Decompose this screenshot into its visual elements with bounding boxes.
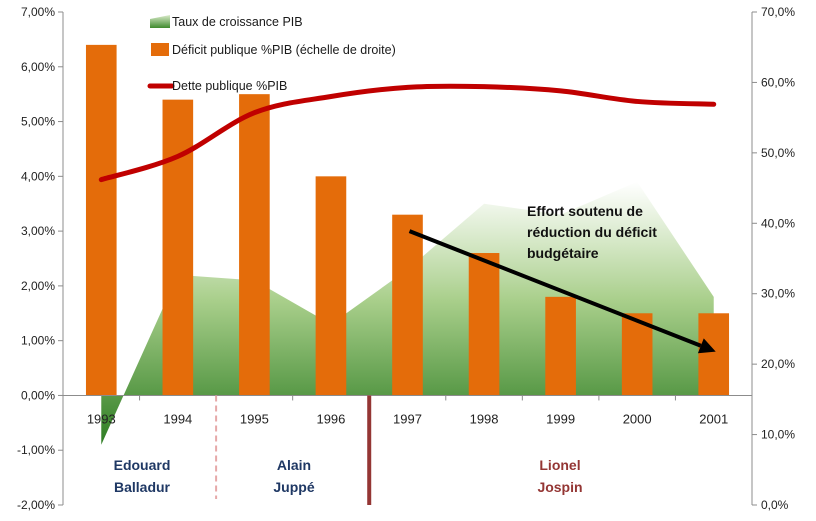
x-tick-label: 2000 bbox=[623, 411, 652, 426]
y-left-tick-label: 6,00% bbox=[21, 60, 55, 74]
x-tick-label: 1995 bbox=[240, 411, 269, 426]
legend-swatch-deficit bbox=[151, 43, 169, 56]
annotation-line-2: réduction du déficit bbox=[527, 224, 657, 240]
deficit-bar bbox=[545, 296, 576, 396]
x-tick-label: 1999 bbox=[546, 411, 575, 426]
annotation-line-1: Effort soutenu de bbox=[527, 203, 643, 219]
x-tick-label: 1996 bbox=[316, 411, 345, 426]
legend-label-deficit: Déficit publique %PIB (échelle de droite… bbox=[172, 43, 396, 57]
deficit-bar bbox=[162, 99, 194, 396]
annotation-line-3: budgétaire bbox=[527, 245, 599, 261]
y-right-tick-label: 70,0% bbox=[761, 5, 795, 19]
x-tick-label: 1998 bbox=[470, 411, 499, 426]
deficit-bar bbox=[85, 44, 117, 396]
y-left-tick-label: 2,00% bbox=[21, 279, 55, 293]
y-right-tick-label: 10,0% bbox=[761, 428, 795, 442]
x-tick-label: 1993 bbox=[87, 411, 116, 426]
deficit-bar bbox=[621, 313, 653, 396]
y-right-tick-label: 50,0% bbox=[761, 146, 795, 160]
deficit-bar bbox=[315, 176, 347, 396]
x-tick-label: 2001 bbox=[699, 411, 728, 426]
y-left-tick-label: 3,00% bbox=[21, 224, 55, 238]
deficit-bar bbox=[239, 94, 270, 396]
y-right-tick-label: 0,0% bbox=[761, 498, 789, 512]
pm-label-jospin-2: Jospin bbox=[537, 479, 582, 495]
x-tick-label: 1997 bbox=[393, 411, 422, 426]
y-left-tick-label: 5,00% bbox=[21, 115, 55, 129]
legend-swatch-growth bbox=[150, 15, 170, 28]
y-right-tick-label: 20,0% bbox=[761, 357, 795, 371]
y-left-tick-label: 7,00% bbox=[21, 5, 55, 19]
y-left-tick-label: 4,00% bbox=[21, 169, 55, 183]
deficit-bar bbox=[392, 214, 423, 396]
legend-label-growth: Taux de croissance PIB bbox=[172, 15, 303, 29]
pm-label-jospin-1: Lionel bbox=[539, 457, 580, 473]
y-right-tick-label: 40,0% bbox=[761, 216, 795, 230]
y-left-tick-label: 1,00% bbox=[21, 334, 55, 348]
y-left-tick-label: -2,00% bbox=[17, 498, 55, 512]
annotation-arrow bbox=[408, 229, 702, 348]
pm-label-balladur-2: Balladur bbox=[114, 479, 171, 495]
y-right-tick-label: 30,0% bbox=[761, 287, 795, 301]
annotation-arrowhead bbox=[697, 338, 716, 354]
y-left-tick-label: -1,00% bbox=[17, 443, 55, 457]
x-tick-label: 1994 bbox=[163, 411, 192, 426]
y-left-tick-label: 0,00% bbox=[21, 388, 55, 402]
pm-label-juppe-2: Juppé bbox=[273, 479, 314, 495]
legend-label-debt: Dette publique %PIB bbox=[172, 79, 287, 93]
deficit-bar bbox=[468, 253, 500, 396]
pm-label-balladur-1: Edouard bbox=[114, 457, 171, 473]
debt-line bbox=[98, 83, 717, 183]
deficit-bar bbox=[698, 313, 730, 396]
legend: Taux de croissance PIB Déficit publique … bbox=[147, 15, 396, 93]
y-right-tick-label: 60,0% bbox=[761, 75, 795, 89]
pm-label-juppe-1: Alain bbox=[277, 457, 311, 473]
